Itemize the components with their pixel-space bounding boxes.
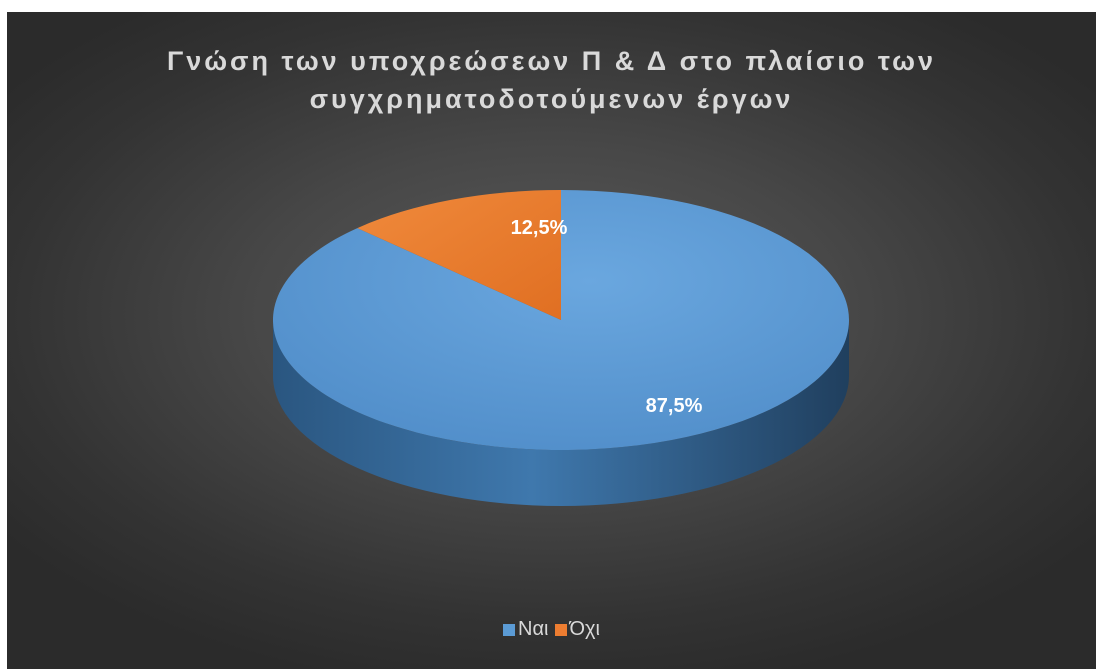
pie-side-wall bbox=[273, 320, 849, 506]
legend-swatch-nai bbox=[503, 623, 516, 636]
pie-top-group bbox=[272, 190, 849, 450]
legend-item-ochi: Όχι bbox=[554, 618, 600, 641]
pie-chart: 87,5% 12,5% bbox=[272, 190, 849, 506]
pie-slice-ochi bbox=[357, 190, 561, 320]
data-label-ochi: 12,5% bbox=[511, 217, 568, 239]
legend-label-nai: Ναι bbox=[518, 618, 549, 640]
legend-label-ochi: Όχι bbox=[569, 618, 600, 640]
chart-title: Γνώση των υποχρεώσεων Π & Δ στο πλαίσιο … bbox=[7, 42, 1096, 118]
chart-area: Γνώση των υποχρεώσεων Π & Δ στο πλαίσιο … bbox=[7, 12, 1096, 669]
legend-swatch-ochi bbox=[554, 623, 567, 636]
legend: Ναι Όχι bbox=[7, 618, 1096, 641]
pie-labels-group: 87,5% 12,5% bbox=[511, 217, 703, 417]
legend-item-nai: Ναι bbox=[503, 618, 549, 641]
chart-title-line-2: συγχρηματοδοτούμενων έργων bbox=[309, 84, 794, 114]
pie-side-group bbox=[273, 320, 849, 506]
data-label-nai: 87,5% bbox=[646, 395, 703, 417]
chart-title-line-1: Γνώση των υποχρεώσεων Π & Δ στο πλαίσιο … bbox=[167, 46, 936, 76]
